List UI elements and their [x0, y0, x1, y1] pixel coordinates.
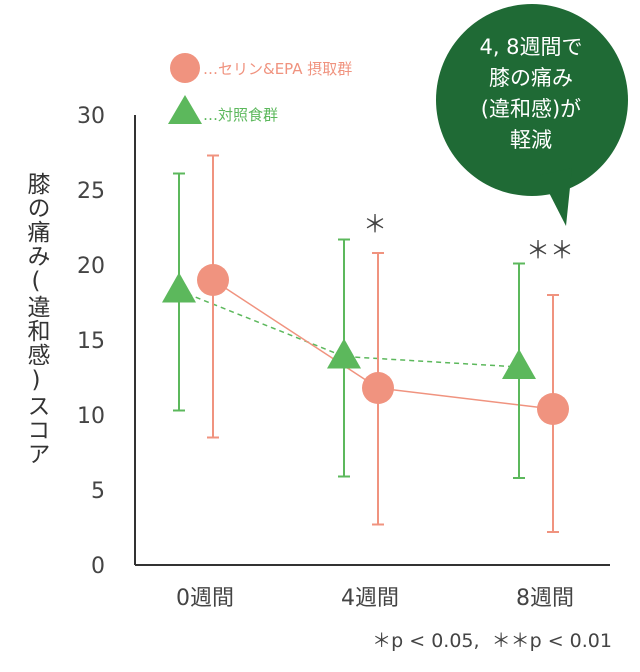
x-tick-label: 0週間: [176, 586, 234, 611]
significance-footnote: ＊p < 0.05, ＊＊p < 0.01: [372, 630, 612, 652]
data-point: [537, 393, 569, 425]
data-point: [197, 264, 229, 296]
data-point: [362, 372, 394, 404]
callout-circle: [436, 4, 628, 196]
y-tick-label: 15: [77, 329, 105, 354]
y-ticks: 0 5 10 15 20 25 30: [77, 104, 105, 579]
legend-circle-marker: [170, 53, 200, 83]
callout-text: 4, 8週間で 膝の痛み (違和感)が 軽減: [436, 32, 626, 156]
legend-label: …セリン&EPA 摂取群: [203, 60, 352, 78]
y-tick-label: 5: [91, 479, 105, 504]
legend-triangle-marker: [168, 95, 202, 124]
y-tick-label: 20: [77, 254, 105, 279]
x-category-labels: 0週間 4週間 8週間: [176, 586, 574, 611]
callout-line: 膝の痛み: [489, 66, 573, 90]
x-tick-label: 4週間: [341, 586, 399, 611]
callout-line: (違和感)が: [480, 97, 582, 121]
data-point: [327, 338, 361, 369]
significance-marks: ＊＊＊: [363, 210, 574, 264]
callout-bubble: [436, 4, 628, 226]
y-tick-label: 0: [91, 554, 105, 579]
y-tick-label: 10: [77, 404, 105, 429]
y-tick-label: 30: [77, 104, 105, 129]
axes: [134, 115, 610, 566]
y-tick-label: 25: [77, 179, 105, 204]
callout-tail: [540, 168, 572, 226]
callout-line: 軽減: [510, 128, 552, 152]
data-point: [162, 272, 196, 303]
significance-mark: ＊: [363, 210, 387, 238]
legend: …セリン&EPA 摂取群 …対照食群: [168, 53, 352, 124]
series-layer: [162, 154, 569, 533]
legend-label: …対照食群: [203, 106, 278, 124]
significance-mark: ＊＊: [526, 236, 574, 264]
y-axis-label: 膝の痛み(違和感)スコア: [23, 172, 49, 466]
x-tick-label: 8週間: [516, 586, 574, 611]
callout-line: 4, 8週間で: [479, 35, 583, 59]
data-point: [502, 349, 536, 379]
